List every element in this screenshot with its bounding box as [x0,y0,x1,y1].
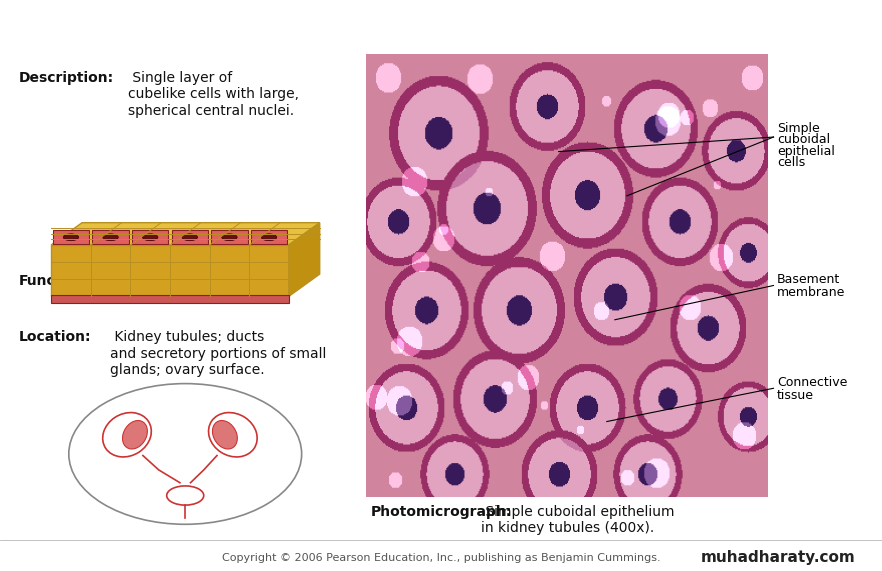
Polygon shape [51,245,289,296]
Ellipse shape [182,234,198,241]
Text: Location:: Location: [19,330,91,344]
Text: epithelial: epithelial [777,145,835,158]
Bar [211,230,248,244]
Text: muhadharaty.com: muhadharaty.com [701,550,856,565]
Text: Secretion and
absorption.: Secretion and absorption. [106,274,206,304]
Bar [250,230,288,244]
Text: Copyright © 2006 Pearson Education, Inc., publishing as Benjamin Cummings.: Copyright © 2006 Pearson Education, Inc.… [221,553,661,562]
Bar [53,230,89,244]
Ellipse shape [102,413,152,457]
Ellipse shape [221,234,237,241]
Text: (b)  Simple cuboidal epithelium: (b) Simple cuboidal epithelium [11,17,328,35]
Text: tissue: tissue [777,389,814,401]
Ellipse shape [123,420,147,449]
Text: Function:: Function: [19,274,92,288]
Ellipse shape [261,234,277,241]
Ellipse shape [208,413,258,457]
Text: Simple: Simple [777,122,819,135]
Text: cuboidal: cuboidal [777,134,830,146]
Text: Photomicrograph:: Photomicrograph: [371,505,512,518]
Bar [172,230,208,244]
Text: Connective: Connective [777,376,848,389]
Polygon shape [289,223,320,296]
Ellipse shape [167,486,204,505]
Text: membrane: membrane [777,286,846,299]
Text: Simple cuboidal epithelium
in kidney tubules (400x).: Simple cuboidal epithelium in kidney tub… [481,505,674,534]
Bar [93,230,129,244]
Bar [51,295,289,303]
Text: cells: cells [777,156,805,169]
Ellipse shape [213,420,237,449]
Text: Description:: Description: [19,71,114,85]
Text: Single layer of
cubelike cells with large,
spherical central nuclei.: Single layer of cubelike cells with larg… [128,71,299,118]
Text: Basement: Basement [777,274,841,286]
Ellipse shape [143,234,158,241]
Text: Kidney tubules; ducts
and secretory portions of small
glands; ovary surface.: Kidney tubules; ducts and secretory port… [109,330,326,377]
Ellipse shape [64,234,78,241]
Ellipse shape [103,234,118,241]
Bar [132,230,168,244]
Polygon shape [51,223,320,245]
